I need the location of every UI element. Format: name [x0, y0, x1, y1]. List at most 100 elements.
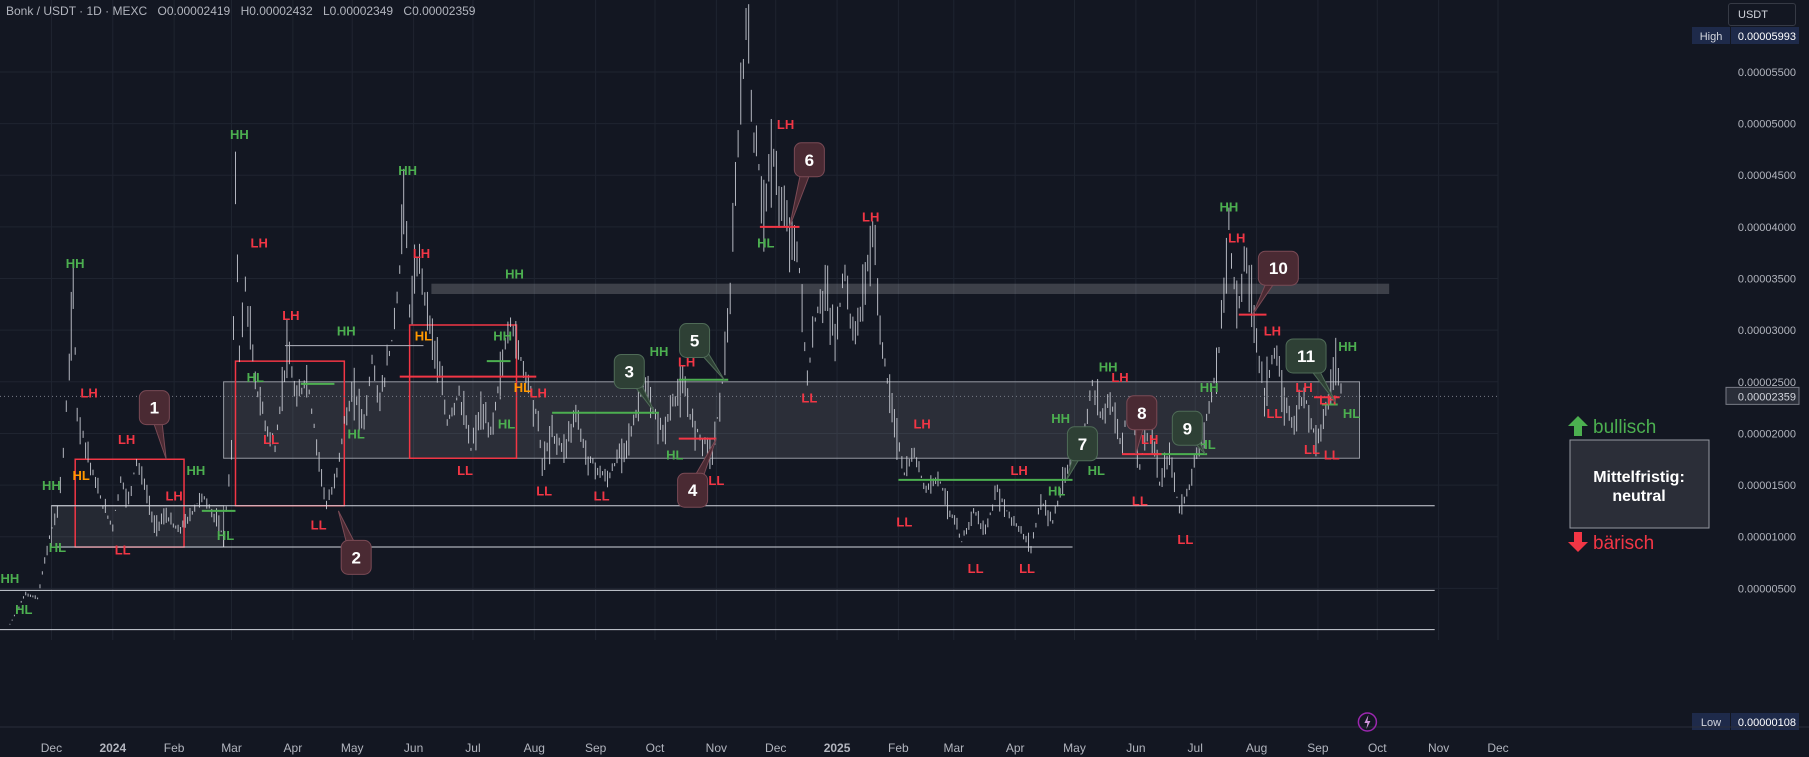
- swing-label-lh: LH: [862, 210, 879, 225]
- swing-label-hl: HL: [15, 602, 32, 617]
- x-tick-label: Aug: [524, 741, 545, 755]
- swing-label-hh: HH: [493, 328, 512, 343]
- swing-label-hl: HL: [1343, 406, 1360, 421]
- zone-main-range: [223, 381, 1360, 459]
- callout-number: 8: [1137, 404, 1146, 423]
- callout-box: [340, 539, 372, 575]
- swing-label-ll: LL: [1177, 532, 1193, 547]
- swing-label-lh: LH: [1141, 432, 1158, 447]
- callout-number: 6: [805, 151, 814, 170]
- swing-label-hl: HL: [348, 427, 365, 442]
- high-tag-label: High: [1700, 31, 1723, 43]
- swing-label-lh: LH: [1228, 230, 1245, 245]
- swing-label-ll: LL: [594, 489, 610, 504]
- callout-box: [613, 353, 645, 389]
- bullish-label: bullisch: [1593, 417, 1656, 438]
- arrow-up-icon: [1568, 416, 1588, 436]
- swing-label-hl: HL: [217, 528, 234, 543]
- swing-label-ll: LL: [896, 514, 912, 529]
- y-tick-label: 0.00000500: [1738, 583, 1796, 595]
- callout-number: 4: [688, 481, 698, 500]
- y-tick-label: 0.00005000: [1738, 119, 1796, 131]
- swing-label-hl: HL: [72, 468, 89, 483]
- x-tick-label: Sep: [585, 741, 607, 755]
- x-tick-label: Jun: [1126, 741, 1145, 755]
- y-tick-label: 0.00002000: [1738, 428, 1796, 440]
- x-tick-label: Mar: [943, 741, 964, 755]
- callout-number: 9: [1183, 419, 1192, 438]
- swing-label-hh: HH: [739, 0, 758, 3]
- swing-label-ll: LL: [115, 542, 131, 557]
- zones: [50, 283, 1390, 548]
- y-tick-label: 0.00001500: [1738, 480, 1796, 492]
- ohlc-low: L0.00002349: [322, 4, 394, 18]
- callout-box: [138, 390, 170, 426]
- x-tick-label: Sep: [1307, 741, 1329, 755]
- swing-label-ll: LL: [311, 517, 327, 532]
- swing-label-hh: HH: [1, 571, 20, 586]
- callout-number: 3: [625, 362, 634, 381]
- callout-box: [1066, 426, 1098, 462]
- swing-label-ll: LL: [1324, 447, 1340, 462]
- x-tick-label: May: [1063, 741, 1086, 755]
- x-tick-label: Feb: [888, 741, 909, 755]
- ohlc-high: H0.00002432: [240, 4, 313, 18]
- callouts: 1 2 3 4 5 6 7 8 9 10 11: [138, 142, 1337, 575]
- x-tick-label: Dec: [765, 741, 786, 755]
- x-tick-label: 2024: [99, 741, 126, 755]
- callout-box: [1285, 338, 1327, 374]
- side-panel: bullisch Mittelfristig: neutral bärisch: [1568, 416, 1710, 554]
- high-value: 0.00005993: [1738, 31, 1796, 43]
- x-tick-label: Nov: [706, 741, 727, 755]
- callout-number: 11: [1297, 347, 1315, 366]
- swing-label-lh: LH: [530, 385, 547, 400]
- swing-label-hh: HH: [1200, 380, 1219, 395]
- swing-label-lh: LH: [413, 246, 430, 261]
- swing-label-hl: HL: [498, 416, 515, 431]
- y-tick-label: 0.00005500: [1738, 67, 1796, 79]
- x-tick-label: Feb: [164, 741, 185, 755]
- callout-7: 7: [1066, 426, 1098, 481]
- callout-1: 1: [138, 390, 170, 460]
- swing-label-lh: LH: [1010, 463, 1027, 478]
- symbol-title[interactable]: Bonk / USDT · 1D · MEXC: [6, 4, 148, 18]
- callout-number: 10: [1269, 259, 1288, 278]
- y-axis[interactable]: 0.00005500 0.00005000 0.00004500 0.00004000…: [1692, 27, 1800, 730]
- swing-label-ll: LL: [457, 463, 473, 478]
- x-tick-label: Nov: [1428, 741, 1449, 755]
- x-tick-label: Apr: [1006, 741, 1025, 755]
- swing-label-hl: HL: [1048, 483, 1065, 498]
- swing-label-hh: HH: [1219, 199, 1238, 214]
- swing-label-hh: HH: [337, 323, 356, 338]
- low-value-tag: [1731, 713, 1799, 730]
- y-tick-label: 0.00003500: [1738, 274, 1796, 286]
- x-tick-label: Dec: [1487, 741, 1508, 755]
- swing-label-hl: HL: [514, 380, 531, 395]
- swing-label-ll: LL: [536, 483, 552, 498]
- swing-label-hh: HH: [1099, 359, 1118, 374]
- x-tick-label: May: [341, 741, 364, 755]
- y-tick-label: 0.00003000: [1738, 325, 1796, 337]
- zone-early-range: [50, 505, 225, 548]
- high-value-tag: [1731, 27, 1799, 44]
- lightning-icon[interactable]: [1357, 712, 1378, 732]
- callout-box: [677, 472, 709, 508]
- swing-label-hl: HL: [247, 370, 264, 385]
- callout-box: [1171, 410, 1203, 446]
- x-tick-label: Aug: [1246, 741, 1267, 755]
- x-tick-label: Oct: [1368, 741, 1387, 755]
- currency-button[interactable]: USDT: [1728, 3, 1796, 26]
- lightning-glyph: [1364, 715, 1371, 729]
- x-axis[interactable]: Dec 2024 Feb Mar Apr May Jun Jul Aug Sep Oct Nov Dec…: [0, 712, 1809, 755]
- callout-6: 6: [789, 142, 825, 228]
- swing-label-lh: LH: [165, 489, 182, 504]
- swing-label-hh: HH: [505, 267, 524, 282]
- x-tick-label: Dec: [41, 741, 62, 755]
- callout-9: 9: [1171, 410, 1206, 455]
- callout-number: 7: [1078, 435, 1087, 454]
- swing-label-lh: LH: [678, 354, 695, 369]
- callout-box: [679, 322, 711, 358]
- midterm-box: [1569, 439, 1710, 529]
